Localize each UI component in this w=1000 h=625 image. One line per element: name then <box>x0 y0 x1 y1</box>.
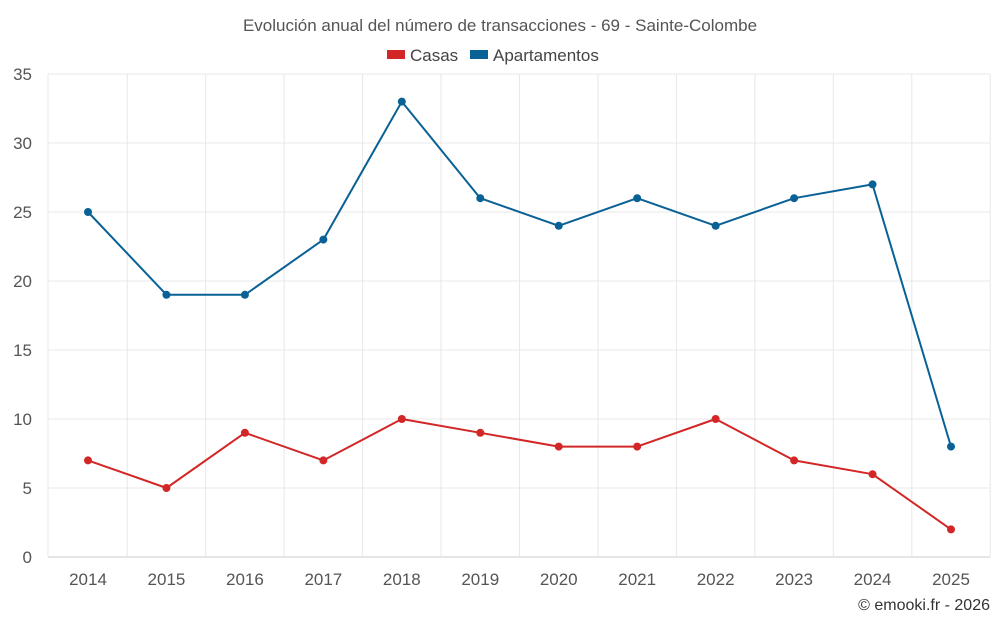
data-point-apartamentos[interactable] <box>633 194 642 203</box>
x-tick-label: 2022 <box>697 570 735 589</box>
data-point-apartamentos[interactable] <box>947 442 955 451</box>
series-line-casas <box>87 418 952 531</box>
y-tick-label: 30 <box>13 134 32 153</box>
x-tick-label: 2021 <box>618 570 656 589</box>
x-axis-ticks: 2014 2015 2016 2017 2018 2019 2020 2021 2022 2023… <box>69 570 970 589</box>
legend: Casas Apartamentos <box>387 46 599 65</box>
data-point-casas[interactable] <box>476 428 485 437</box>
x-tick-label: 2015 <box>148 570 186 589</box>
data-point-apartamentos[interactable] <box>319 235 328 244</box>
data-point-casas[interactable] <box>162 484 171 492</box>
chart-title: Evolución anual del número de transaccio… <box>243 16 757 35</box>
y-tick-label: 35 <box>13 65 32 84</box>
y-tick-label: 5 <box>23 479 32 498</box>
data-point-apartamentos[interactable] <box>162 290 171 299</box>
series-line-apartamentos <box>87 100 952 447</box>
x-tick-label: 2020 <box>540 570 578 589</box>
x-tick-label: 2025 <box>932 570 970 589</box>
y-tick-label: 10 <box>13 410 32 429</box>
x-tick-label: 2017 <box>304 570 342 589</box>
legend-swatch-casas[interactable] <box>387 50 405 59</box>
x-tick-label: 2014 <box>69 570 107 589</box>
y-tick-label: 20 <box>13 272 32 291</box>
x-tick-label: 2018 <box>383 570 421 589</box>
data-point-casas[interactable] <box>711 415 720 423</box>
x-tick-label: 2019 <box>461 570 499 589</box>
legend-label-apartamentos[interactable]: Apartamentos <box>493 46 599 65</box>
legend-label-casas[interactable]: Casas <box>410 46 458 65</box>
data-point-casas[interactable] <box>397 415 406 423</box>
series-points <box>84 97 955 534</box>
legend-swatch-apartamentos[interactable] <box>470 50 488 59</box>
y-tick-label: 25 <box>13 203 32 222</box>
series-lines <box>87 100 952 531</box>
x-gridlines <box>47 74 991 557</box>
data-point-apartamentos[interactable] <box>240 290 249 299</box>
data-point-casas[interactable] <box>319 456 328 465</box>
data-point-casas[interactable] <box>790 456 799 465</box>
credit-text: © emooki.fr - 2026 <box>858 597 990 614</box>
data-point-casas[interactable] <box>84 456 92 465</box>
data-point-apartamentos[interactable] <box>84 208 92 216</box>
x-tick-label: 2023 <box>775 570 813 589</box>
data-point-casas[interactable] <box>633 442 642 451</box>
data-point-apartamentos[interactable] <box>868 180 877 189</box>
x-tick-label: 2024 <box>854 570 892 589</box>
y-tick-label: 15 <box>13 341 32 360</box>
data-point-apartamentos[interactable] <box>790 194 799 203</box>
data-point-casas[interactable] <box>240 428 249 437</box>
x-tick-label: 2016 <box>226 570 264 589</box>
data-point-casas[interactable] <box>554 442 563 451</box>
data-point-casas[interactable] <box>947 525 955 534</box>
y-tick-label: 0 <box>23 548 32 567</box>
data-point-apartamentos[interactable] <box>711 221 720 230</box>
data-point-apartamentos[interactable] <box>476 194 485 203</box>
y-axis-ticks: 0 5 10 15 20 25 30 35 <box>13 65 32 567</box>
data-point-casas[interactable] <box>868 470 877 479</box>
data-point-apartamentos[interactable] <box>397 97 406 106</box>
data-point-apartamentos[interactable] <box>554 221 563 230</box>
